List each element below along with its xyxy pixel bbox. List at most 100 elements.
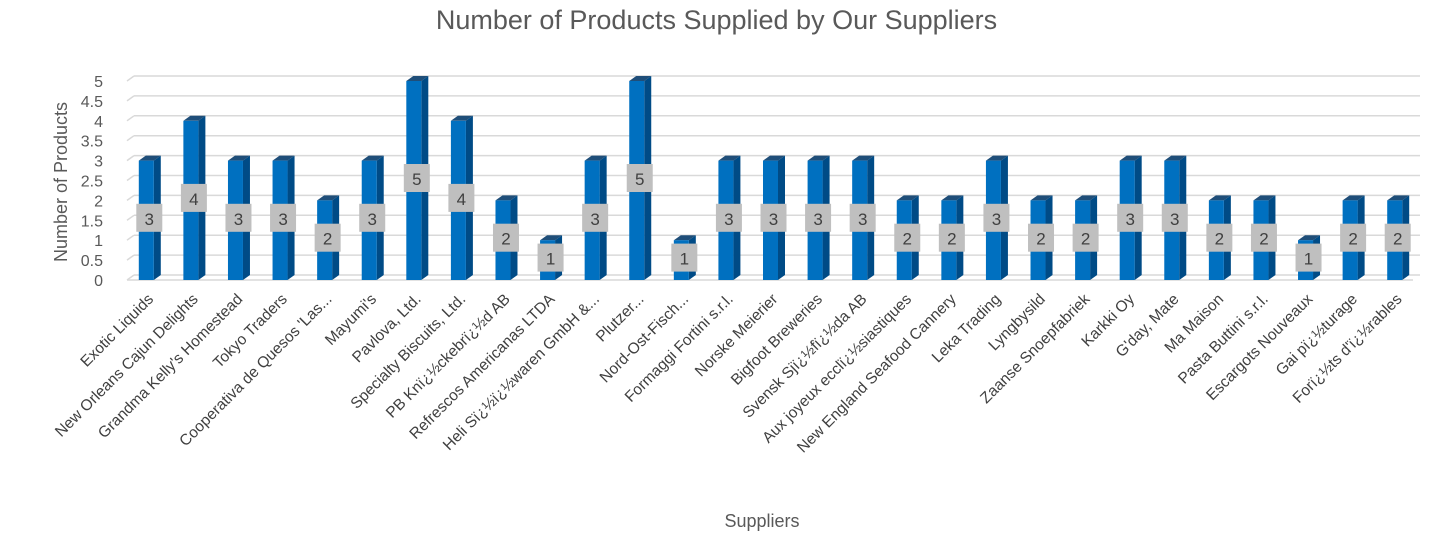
bar-top	[183, 115, 206, 121]
data-label-text: 3	[992, 210, 1001, 229]
bar-top	[718, 155, 741, 161]
data-label-text: 3	[145, 210, 154, 229]
data-label-box	[1250, 223, 1277, 252]
data-label: 2	[1384, 223, 1411, 252]
data-label-box	[1340, 223, 1367, 252]
y-tick-label: 5	[94, 74, 103, 91]
data-label-text: 5	[635, 170, 644, 189]
data-label-box	[359, 203, 386, 232]
bar-top	[1030, 195, 1053, 201]
y-tick-label: 4	[94, 114, 103, 131]
bar-top	[138, 155, 161, 161]
data-label: 2	[894, 223, 921, 252]
data-label-box	[849, 203, 876, 232]
data-label-box	[492, 223, 519, 252]
data-label: 2	[492, 223, 519, 252]
bar-top	[450, 115, 473, 121]
gridline-depth	[126, 194, 135, 202]
data-label-box	[983, 203, 1010, 232]
bar-top	[1342, 195, 1365, 201]
bar-top	[1075, 195, 1098, 201]
data-label: 3	[805, 203, 832, 232]
bar-top	[406, 76, 429, 81]
gridline-depth	[126, 135, 135, 142]
data-label-text: 4	[189, 190, 198, 209]
data-label: 2	[1340, 223, 1367, 252]
data-label-box	[180, 183, 207, 212]
data-label-box	[938, 223, 965, 252]
bar-top	[317, 195, 340, 201]
y-tick-label: 0.5	[81, 253, 103, 270]
x-tick-label: New England Seafood Cannery	[794, 291, 960, 457]
bar-top	[1208, 195, 1231, 201]
data-label-box	[448, 183, 475, 212]
data-label: 3	[359, 203, 386, 232]
data-label-text: 2	[501, 230, 510, 249]
data-label: 1	[671, 243, 698, 272]
gridline-depth	[126, 154, 135, 162]
y-tick-label: 0	[94, 273, 103, 290]
data-label-box	[715, 203, 742, 232]
data-label: 3	[1161, 203, 1188, 232]
data-label-box	[314, 223, 341, 252]
data-label-box	[537, 243, 564, 272]
data-label-text: 2	[1348, 230, 1357, 249]
data-label: 2	[938, 223, 965, 252]
bar-top	[1387, 195, 1410, 201]
data-label-text: 1	[1304, 250, 1313, 269]
data-label: 4	[448, 183, 475, 212]
data-label-text: 3	[367, 210, 376, 229]
data-label: 2	[1028, 223, 1055, 252]
data-label-box	[626, 164, 653, 192]
data-label: 3	[983, 203, 1010, 232]
y-tick-label: 4.5	[81, 94, 103, 111]
data-label: 1	[537, 243, 564, 272]
data-label-box	[403, 164, 430, 192]
data-label: 3	[225, 203, 252, 232]
data-label-box	[136, 203, 163, 232]
data-label-box	[1295, 243, 1322, 272]
data-label-box	[1384, 223, 1411, 252]
y-tick-label: 3.5	[81, 134, 103, 151]
data-label-text: 2	[1259, 230, 1268, 249]
data-label-text: 2	[1081, 230, 1090, 249]
data-label-text: 2	[1036, 230, 1045, 249]
data-label-box	[225, 203, 252, 232]
y-axis-title: Number of Products	[51, 102, 71, 262]
chart-title: Number of Products Supplied by Our Suppl…	[435, 5, 998, 35]
gridline-depth	[126, 95, 135, 102]
data-label-text: 3	[590, 210, 599, 229]
data-label-text: 2	[1393, 230, 1402, 249]
gridline-depth	[126, 234, 135, 241]
bar-top	[272, 155, 295, 161]
bar-top	[941, 195, 964, 201]
bar-top	[227, 155, 250, 161]
data-label: 3	[760, 203, 787, 232]
data-label: 5	[626, 164, 653, 192]
y-tick-label: 3	[94, 154, 103, 171]
y-axis-ticks: 0 0.5 1 1.5 2 2.5 3 3.5 4 4.5 5	[81, 74, 103, 290]
bar-top	[584, 155, 607, 161]
data-label-box	[760, 203, 787, 232]
data-label: 2	[1072, 223, 1099, 252]
data-label: 3	[582, 203, 609, 232]
data-label-box	[1028, 223, 1055, 252]
data-label-text: 5	[412, 170, 421, 189]
gridline-depth	[126, 274, 135, 281]
bar-top	[361, 155, 384, 161]
data-label: 3	[270, 203, 297, 232]
data-label-text: 4	[457, 190, 466, 209]
data-label: 3	[715, 203, 742, 232]
gridline-depth	[126, 75, 135, 82]
bar-top	[1119, 155, 1142, 161]
x-tick-label: Gai pï¿½turage	[1273, 291, 1361, 379]
bar-top	[673, 235, 696, 241]
data-label: 3	[849, 203, 876, 232]
gridline-depth	[126, 254, 135, 261]
data-label-text: 3	[1125, 210, 1134, 229]
bar-top	[763, 155, 785, 161]
gridline-depth	[126, 174, 135, 182]
data-label-box	[671, 243, 698, 272]
bar-top	[1164, 155, 1187, 161]
